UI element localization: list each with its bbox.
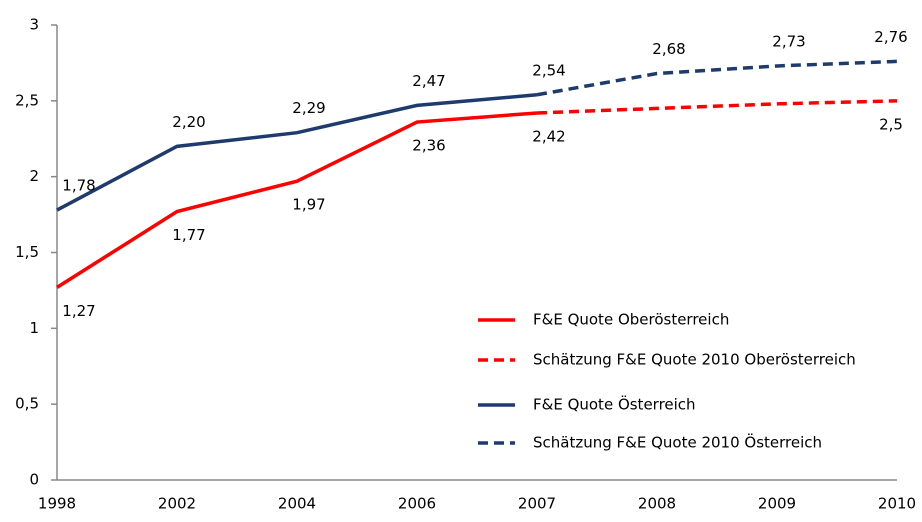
legend-label: F&E Quote Oberösterreich xyxy=(533,311,729,329)
y-tick-label: 1,5 xyxy=(15,243,39,261)
x-tick-label: 2008 xyxy=(638,495,676,513)
data-label: 2,73 xyxy=(772,32,805,50)
y-tick-label: 2,5 xyxy=(15,91,39,109)
data-label: 2,76 xyxy=(874,28,907,46)
data-label: 1,97 xyxy=(292,196,325,214)
y-tick-label: 0,5 xyxy=(15,395,39,413)
y-tick-label: 1 xyxy=(29,319,39,337)
data-label: 2,5 xyxy=(879,115,903,133)
series-line xyxy=(536,59,898,97)
x-tick-label: 2007 xyxy=(518,495,556,513)
data-label: 1,77 xyxy=(172,226,205,244)
x-tick-label: 2006 xyxy=(398,495,436,513)
data-label: 1,78 xyxy=(62,177,95,195)
legend-label: Schätzung F&E Quote 2010 Oberösterreich xyxy=(533,351,856,369)
data-label: 2,20 xyxy=(172,113,205,131)
x-tick-label: 2009 xyxy=(758,495,796,513)
y-tick-label: 3 xyxy=(29,16,39,34)
x-tick-label: 2004 xyxy=(278,495,316,513)
data-label: 2,54 xyxy=(532,61,565,79)
data-label: 1,27 xyxy=(62,302,95,320)
data-label: 2,36 xyxy=(412,137,445,155)
x-tick-label: 2010 xyxy=(878,495,916,513)
data-label: 2,29 xyxy=(292,99,325,117)
legend-label: F&E Quote Österreich xyxy=(533,395,696,414)
data-label: 2,42 xyxy=(532,127,565,145)
y-tick-label: 0 xyxy=(29,471,39,489)
series-line xyxy=(56,93,538,212)
x-tick-label: 1998 xyxy=(38,495,76,513)
y-tick-label: 2 xyxy=(29,167,39,185)
data-label: 2,47 xyxy=(412,72,445,90)
series-line xyxy=(56,111,538,289)
series-line xyxy=(536,99,898,115)
x-tick-label: 2002 xyxy=(158,495,196,513)
data-label: 2,68 xyxy=(652,40,685,58)
legend-label: Schätzung F&E Quote 2010 Österreich xyxy=(533,433,822,452)
